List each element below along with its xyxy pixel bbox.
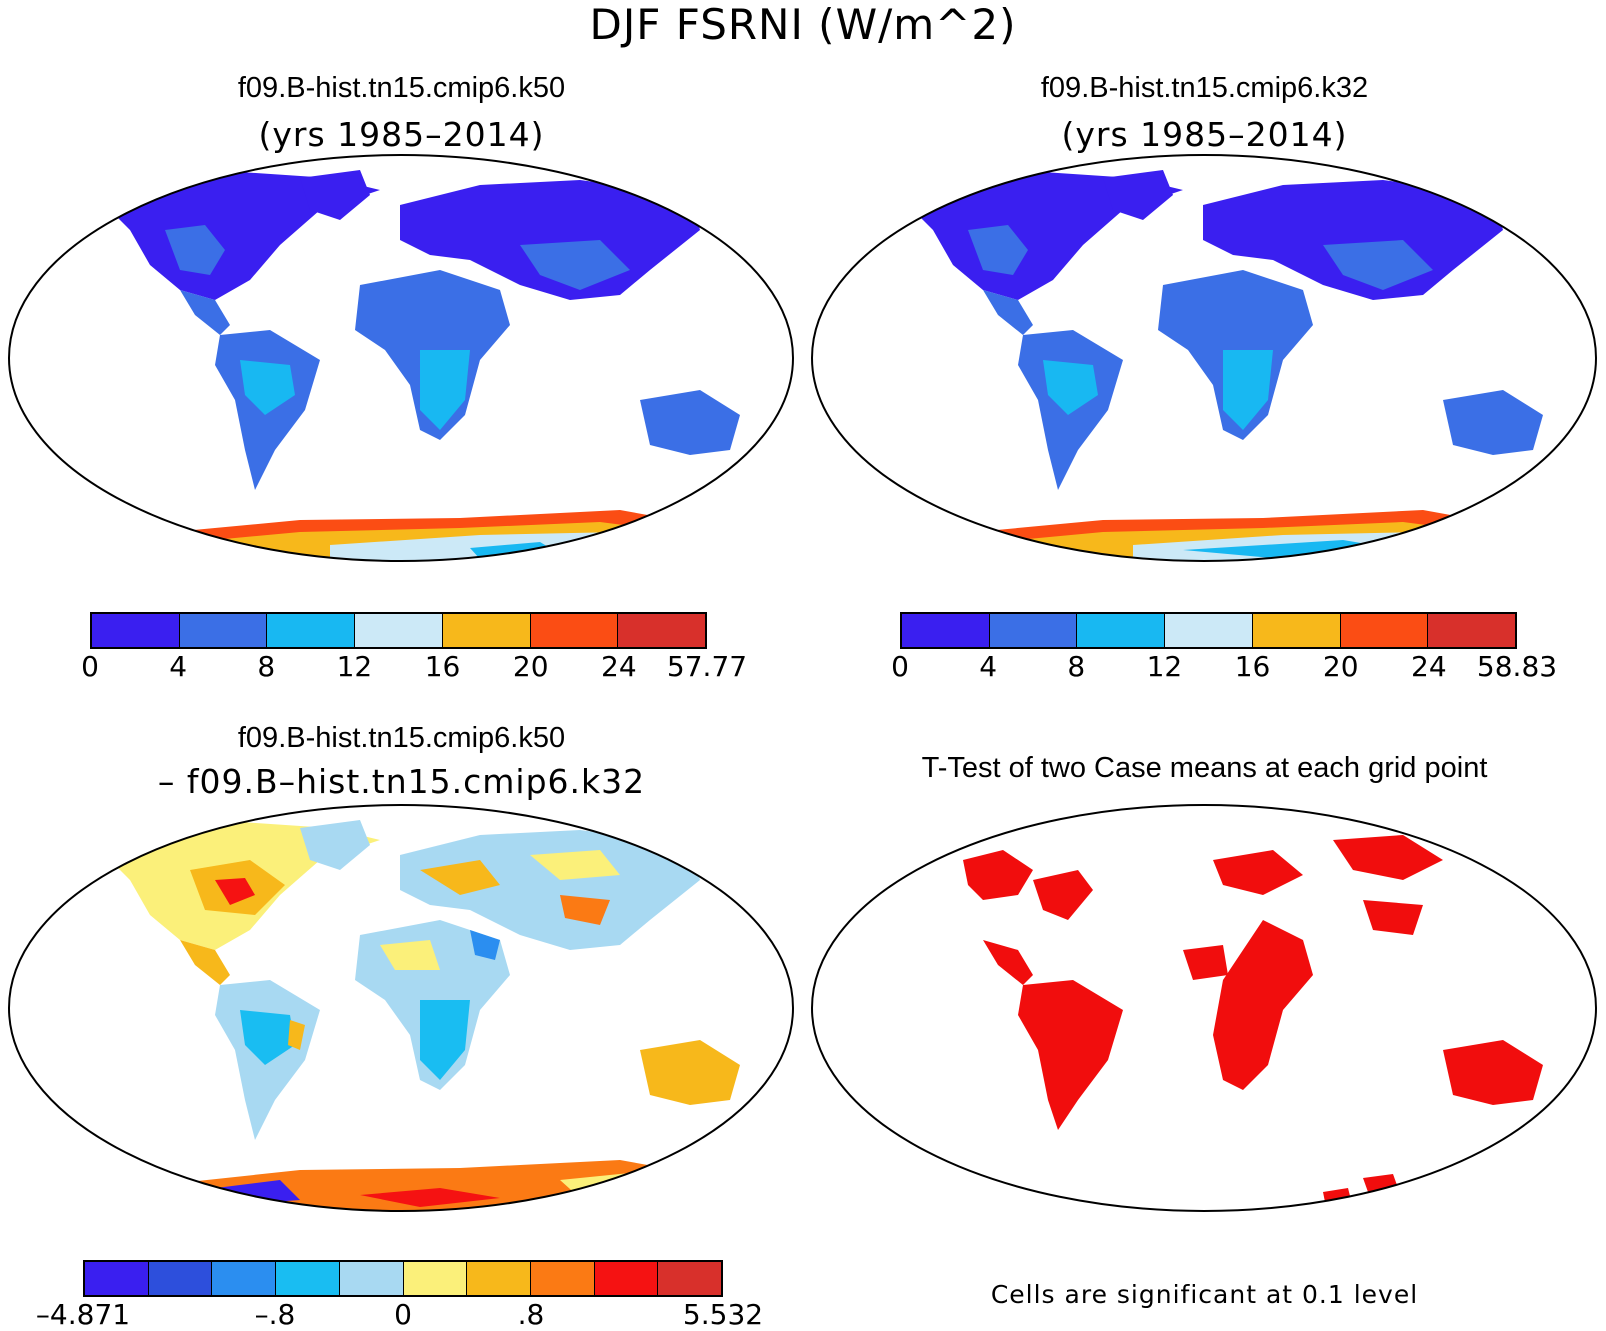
colorbar-swatch bbox=[442, 614, 531, 647]
colorbar-swatch bbox=[1252, 614, 1341, 647]
colorbar-swatch bbox=[1428, 614, 1516, 647]
panel-2-colorbar-ticks: 0 4 8 12 16 20 24 58.83 bbox=[803, 650, 1606, 690]
colorbar-tick-label: 12 bbox=[336, 650, 373, 683]
colorbar-swatch bbox=[594, 1262, 659, 1295]
colorbar-swatch bbox=[1077, 614, 1166, 647]
panel-1-title: f09.B-hist.tn15.cmip6.k50 bbox=[237, 72, 566, 104]
significance-note: Cells are significant at 0.1 level bbox=[990, 1280, 1419, 1309]
colorbar-tick-label: 16 bbox=[424, 650, 461, 683]
colorbar-swatch bbox=[467, 1262, 531, 1295]
panel-1-colorbar-ticks: 0 4 8 12 16 20 24 57.77 bbox=[0, 650, 803, 690]
panel-4-map bbox=[811, 804, 1597, 1212]
panel-2-map bbox=[811, 154, 1597, 562]
colorbar-swatch bbox=[1340, 614, 1429, 647]
colorbar-tick-label: 8 bbox=[257, 650, 276, 683]
colorbar-tick-label: 0 bbox=[394, 1298, 412, 1331]
colorbar-swatch bbox=[276, 1262, 340, 1295]
panel-3-map bbox=[8, 804, 794, 1212]
greenland bbox=[300, 170, 370, 220]
panel-1-subtitle: (yrs 1985–2014) bbox=[258, 115, 545, 154]
panel-2-colorbar bbox=[900, 612, 1517, 649]
colorbar-tick-label: 8 bbox=[1067, 650, 1086, 683]
colorbar-tick-label: 12 bbox=[1146, 650, 1183, 683]
colorbar-swatch bbox=[658, 1262, 722, 1295]
colorbar-swatch bbox=[212, 1262, 277, 1295]
colorbar-tick-label: 0 bbox=[81, 650, 99, 683]
colorbar-tick-label: .8 bbox=[517, 1298, 545, 1331]
colorbar-swatch bbox=[355, 614, 443, 647]
colorbar-tick-label: 5.532 bbox=[682, 1298, 764, 1331]
colorbar-swatch bbox=[403, 1262, 468, 1295]
colorbar-swatch bbox=[267, 614, 356, 647]
north-america-interior bbox=[165, 225, 225, 275]
panel-1-map bbox=[8, 154, 794, 562]
colorbar-tick-label: 0 bbox=[891, 650, 909, 683]
colorbar-tick-label: 58.83 bbox=[1476, 650, 1558, 683]
colorbar-swatch bbox=[179, 614, 268, 647]
panel-3-colorbar bbox=[83, 1260, 723, 1297]
panel-3-colorbar-ticks: –4.871 –.8 0 .8 5.532 bbox=[0, 1298, 803, 1331]
colorbar-swatch bbox=[85, 1262, 149, 1295]
panel-4-title: T-Test of two Case means at each grid po… bbox=[921, 752, 1488, 784]
colorbar-swatch bbox=[148, 1262, 213, 1295]
colorbar-tick-label: 20 bbox=[1322, 650, 1359, 683]
colorbar-swatch bbox=[530, 614, 619, 647]
colorbar-tick-label: 16 bbox=[1234, 650, 1271, 683]
colorbar-swatch bbox=[902, 614, 990, 647]
colorbar-tick-label: 4 bbox=[169, 650, 188, 683]
colorbar-tick-label: –4.871 bbox=[35, 1298, 131, 1331]
figure-title: DJF FSRNI (W/m^2) bbox=[589, 0, 1017, 49]
panel-3-subtitle: – f09.B–hist.tn15.cmip6.k32 bbox=[157, 762, 646, 801]
colorbar-swatch bbox=[530, 1262, 595, 1295]
colorbar-tick-label: 24 bbox=[1411, 650, 1447, 683]
colorbar-tick-label: –.8 bbox=[254, 1298, 296, 1331]
colorbar-swatch bbox=[92, 614, 180, 647]
colorbar-swatch bbox=[339, 1262, 404, 1295]
panel-2-subtitle: (yrs 1985–2014) bbox=[1061, 115, 1348, 154]
panel-2-title: f09.B-hist.tn15.cmip6.k32 bbox=[1040, 72, 1369, 104]
panel-1-colorbar bbox=[90, 612, 707, 649]
colorbar-tick-label: 20 bbox=[512, 650, 549, 683]
colorbar-tick-label: 24 bbox=[601, 650, 637, 683]
australia bbox=[640, 390, 740, 455]
colorbar-swatch bbox=[1165, 614, 1253, 647]
colorbar-swatch bbox=[618, 614, 706, 647]
colorbar-tick-label: 57.77 bbox=[666, 650, 748, 683]
colorbar-tick-label: 4 bbox=[979, 650, 998, 683]
panel-3-title: f09.B-hist.tn15.cmip6.k50 bbox=[237, 722, 566, 754]
colorbar-swatch bbox=[989, 614, 1078, 647]
